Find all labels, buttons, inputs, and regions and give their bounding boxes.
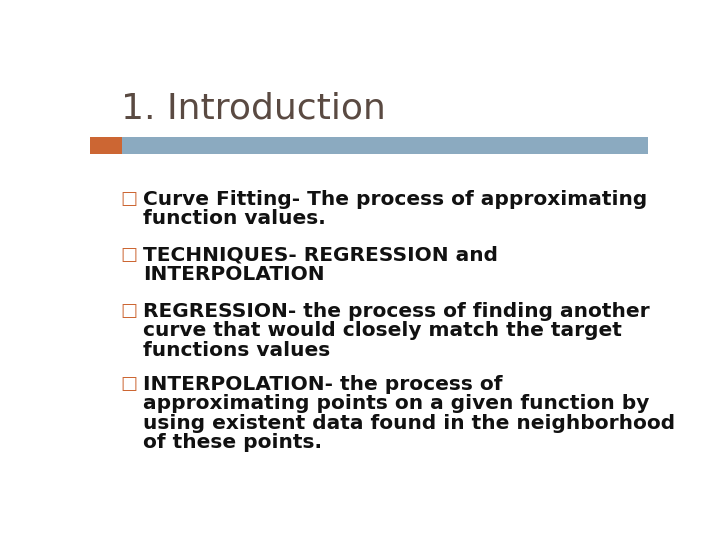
Text: REGRESSION- the process of finding another: REGRESSION- the process of finding anoth… [143, 302, 649, 321]
Text: INTERPOLATION- the process of: INTERPOLATION- the process of [143, 375, 503, 394]
Text: of these points.: of these points. [143, 433, 322, 452]
Text: INTERPOLATION: INTERPOLATION [143, 265, 325, 284]
Text: □: □ [121, 246, 138, 264]
Text: functions values: functions values [143, 341, 330, 360]
Text: □: □ [121, 375, 138, 393]
Text: Curve Fitting- The process of approximating: Curve Fitting- The process of approximat… [143, 190, 647, 208]
Text: function values.: function values. [143, 209, 325, 228]
Text: TECHNIQUES- REGRESSION and: TECHNIQUES- REGRESSION and [143, 246, 498, 265]
Bar [122, 137, 648, 154]
Text: using existent data found in the neighborhood: using existent data found in the neighbo… [143, 414, 675, 433]
Text: □: □ [121, 302, 138, 320]
Text: curve that would closely match the target: curve that would closely match the targe… [143, 321, 622, 340]
Text: approximating points on a given function by: approximating points on a given function… [143, 394, 649, 413]
Bar [90, 137, 122, 154]
Text: 1. Introduction: 1. Introduction [121, 92, 386, 126]
Text: □: □ [121, 190, 138, 207]
